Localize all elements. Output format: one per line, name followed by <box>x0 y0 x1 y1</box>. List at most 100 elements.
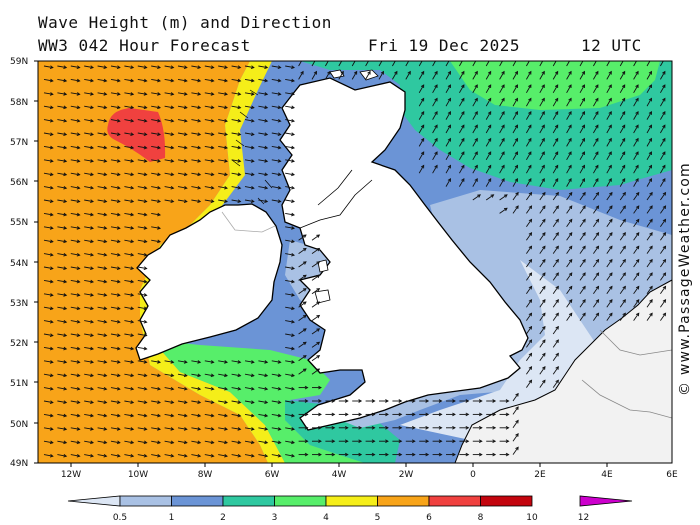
direction-arrow <box>258 92 268 95</box>
direction-arrowhead <box>210 373 215 378</box>
direction-arrow <box>218 65 228 69</box>
direction-arrowhead <box>582 312 586 317</box>
direction-arrow <box>512 111 518 120</box>
direction-arrow <box>526 286 532 295</box>
direction-arrowhead <box>76 360 81 364</box>
direction-arrow <box>566 138 572 147</box>
direction-arrowhead <box>649 312 653 317</box>
direction-arrow <box>485 138 492 147</box>
direction-arrowhead <box>143 105 148 110</box>
direction-arrowhead <box>291 427 295 431</box>
direction-arrow <box>472 71 478 80</box>
direction-arrow <box>593 124 599 134</box>
direction-arrow <box>633 98 639 107</box>
direction-arrow <box>633 151 639 161</box>
direction-arrow <box>579 71 585 80</box>
direction-arrowhead <box>621 84 626 89</box>
direction-arrow <box>57 199 67 203</box>
direction-arrowhead <box>277 453 282 458</box>
direction-arrow <box>418 98 425 107</box>
direction-arrow <box>151 239 161 243</box>
direction-arrowhead <box>385 439 389 444</box>
direction-arrow <box>539 339 546 348</box>
direction-arrow <box>445 98 451 107</box>
direction-arrow <box>646 312 653 321</box>
direction-arrow <box>566 245 573 254</box>
direction-arrow <box>231 387 241 390</box>
direction-arrow <box>432 111 438 120</box>
direction-arrowhead <box>608 151 612 156</box>
direction-arrowhead <box>398 439 403 444</box>
direction-arrow <box>432 71 438 80</box>
direction-arrowhead <box>210 400 215 404</box>
direction-arrow <box>231 427 241 430</box>
direction-arrowhead <box>264 199 269 203</box>
direction-arrowhead <box>648 164 652 169</box>
direction-arrow <box>418 111 425 120</box>
direction-arrow <box>244 132 254 136</box>
direction-arrowhead <box>291 252 295 257</box>
direction-arrowhead <box>304 439 309 444</box>
direction-arrowhead <box>621 70 626 75</box>
direction-arrowhead <box>291 226 295 230</box>
direction-arrowhead <box>157 78 161 83</box>
direction-arrowhead <box>264 78 269 83</box>
direction-arrowhead <box>197 159 202 163</box>
direction-arrow <box>499 151 505 161</box>
direction-arrow <box>311 274 320 281</box>
direction-arrow <box>552 312 559 321</box>
direction-arrowhead <box>371 425 376 430</box>
direction-arrow <box>660 61 664 67</box>
direction-arrowhead <box>130 293 135 297</box>
direction-arrowhead <box>648 124 652 129</box>
direction-arrowhead <box>581 177 585 182</box>
direction-arrowhead <box>662 70 666 75</box>
direction-arrow <box>97 373 107 377</box>
copyright-credit: © www.PassageWeather.com <box>677 162 693 396</box>
direction-arrowhead <box>447 84 451 89</box>
direction-arrowhead <box>595 97 599 102</box>
direction-arrowhead <box>157 212 161 217</box>
direction-arrow <box>633 272 640 281</box>
direction-arrowhead <box>250 172 255 177</box>
direction-arrow <box>579 124 585 134</box>
direction-arrowhead <box>581 110 585 115</box>
direction-arrow <box>619 312 626 321</box>
direction-arrowhead <box>63 266 68 270</box>
direction-arrow <box>57 346 67 350</box>
direction-arrowhead <box>103 172 108 177</box>
direction-arrow <box>579 98 585 107</box>
direction-arrowhead <box>224 360 228 364</box>
direction-arrow <box>231 172 241 176</box>
direction-arrow <box>84 239 94 243</box>
direction-arrowhead <box>555 352 559 357</box>
direction-arrow <box>619 272 626 281</box>
direction-arrow <box>124 333 134 337</box>
direction-arrowhead <box>143 293 148 297</box>
direction-arrow <box>633 124 639 134</box>
direction-arrowhead <box>371 412 376 417</box>
direction-arrow <box>646 205 653 214</box>
direction-arrow <box>485 98 492 107</box>
direction-arrowhead <box>63 212 68 217</box>
direction-arrow <box>137 199 147 203</box>
direction-arrowhead <box>477 194 481 198</box>
direction-arrowhead <box>76 279 81 284</box>
direction-arrowhead <box>568 245 573 250</box>
direction-arrowhead <box>197 145 202 150</box>
direction-arrow <box>110 346 120 350</box>
direction-arrowhead <box>501 84 505 89</box>
direction-arrowhead <box>474 124 478 129</box>
direction-arrowhead <box>237 185 242 190</box>
direction-arrow <box>633 165 639 174</box>
direction-arrow <box>472 61 477 67</box>
direction-arrowhead <box>490 194 495 198</box>
direction-arrow <box>646 259 653 268</box>
direction-arrow <box>351 71 358 80</box>
direction-arrowhead <box>264 132 269 136</box>
direction-arrow <box>552 339 559 348</box>
direction-arrowhead <box>291 172 295 177</box>
direction-arrowhead <box>143 145 148 150</box>
direction-arrow <box>84 119 94 122</box>
direction-arrowhead <box>130 252 135 257</box>
